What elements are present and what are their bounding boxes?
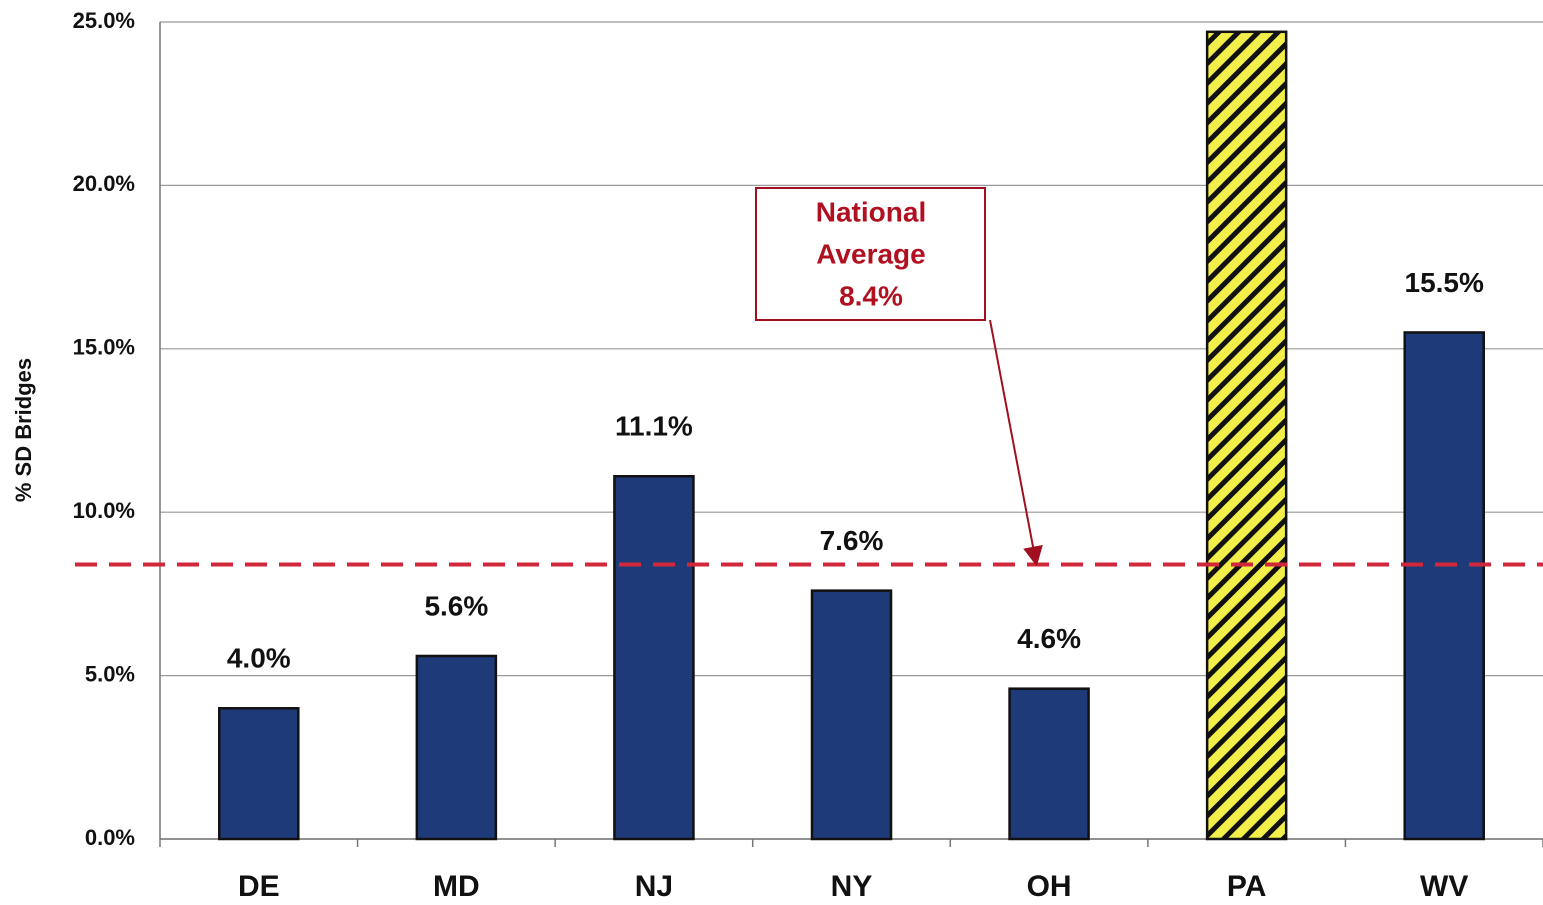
x-tick-label: NJ bbox=[635, 870, 673, 903]
y-tick-label: 10.0% bbox=[73, 498, 135, 523]
annotation-text: National bbox=[816, 196, 926, 227]
x-tick-label: DE bbox=[238, 870, 280, 903]
annotation-arrow bbox=[989, 319, 1043, 567]
x-tick-label: MD bbox=[433, 870, 480, 903]
value-label: 4.6% bbox=[1017, 623, 1081, 654]
bar bbox=[1205, 30, 1288, 841]
x-tick-label: OH bbox=[1027, 870, 1072, 903]
value-label: 7.6% bbox=[820, 525, 884, 556]
y-tick-label: 20.0% bbox=[73, 171, 135, 196]
y-tick-label: 15.0% bbox=[73, 335, 135, 360]
bar bbox=[218, 707, 300, 841]
bar bbox=[415, 654, 498, 841]
value-label: 11.1% bbox=[615, 411, 693, 442]
annotation-text: Average bbox=[816, 238, 925, 269]
bar bbox=[1403, 331, 1485, 841]
x-tick-label: PA bbox=[1227, 870, 1266, 903]
bar bbox=[810, 589, 893, 841]
bar bbox=[613, 475, 695, 841]
x-tick-label: WV bbox=[1420, 870, 1468, 903]
annotation-box bbox=[755, 187, 986, 321]
value-label: 5.6% bbox=[424, 590, 488, 621]
y-tick-label: 5.0% bbox=[85, 661, 135, 686]
y-tick-label: 25.0% bbox=[73, 8, 135, 33]
x-tick-label: NY bbox=[831, 870, 873, 903]
value-label: 15.5% bbox=[1405, 267, 1484, 298]
y-axis-label: % SD Bridges bbox=[11, 358, 36, 502]
value-label: 4.0% bbox=[227, 643, 291, 674]
bar bbox=[1008, 687, 1090, 841]
annotation-text: 8.4% bbox=[839, 280, 903, 311]
y-tick-label: 0.0% bbox=[85, 825, 135, 850]
